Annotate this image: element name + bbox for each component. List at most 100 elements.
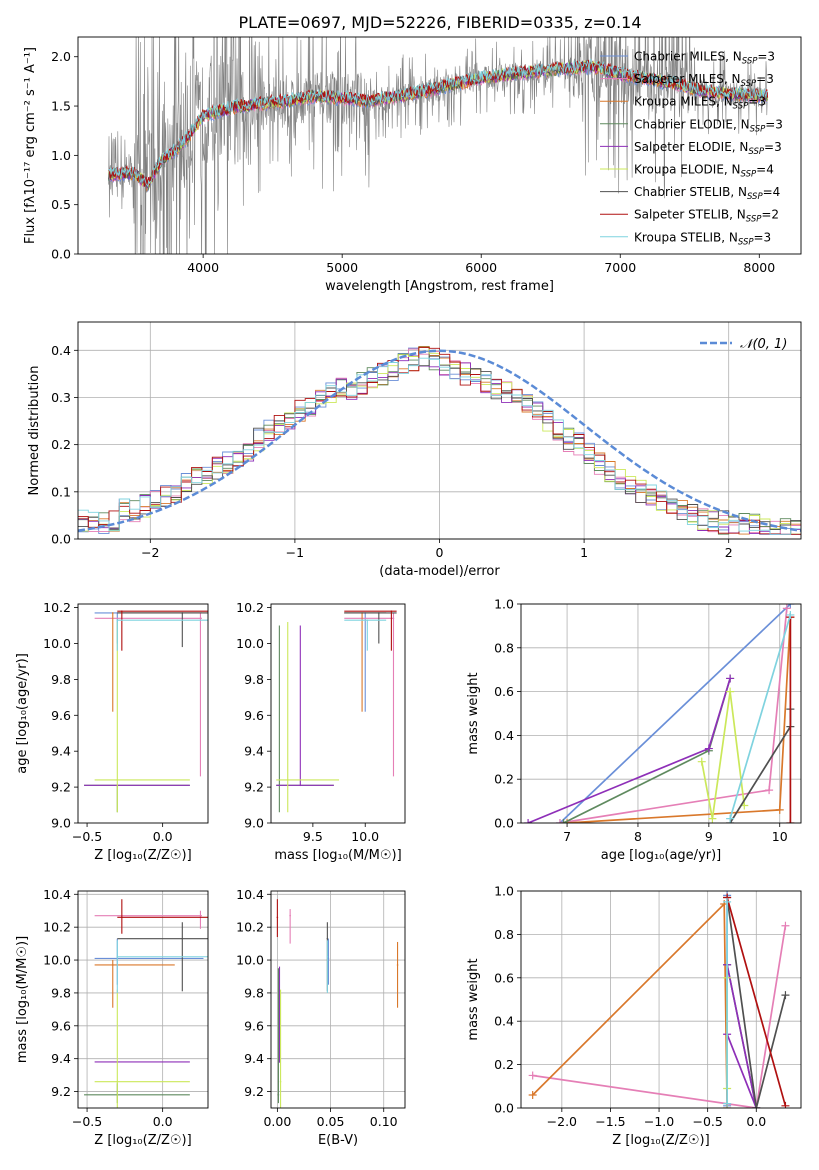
legend-label: Chabrier ELODIE, N — [634, 117, 750, 131]
ebv-vs-mass-ytick-label: 10.4 — [236, 887, 264, 902]
legend-entry: Kroupa MILES, NSSP=3 — [634, 95, 766, 112]
mass-vs-age-xlabel: mass [log₁₀(M/M☉)] — [274, 848, 401, 863]
mass-vs-age-frame — [270, 603, 406, 824]
mass-vs-age-ytick-label: 9.0 — [244, 816, 264, 831]
ebv-vs-mass-xtick-label: 0.10 — [370, 1114, 398, 1129]
histogram-series — [78, 357, 801, 535]
legend-label: Kroupa ELODIE, N — [634, 163, 741, 177]
ebv-vs-mass-ytick-label: 9.2 — [244, 1084, 264, 1099]
legend-subscript: SSP — [738, 237, 754, 247]
z-vs-age-ytick-label: 9.6 — [51, 708, 71, 723]
z-vs-weight-xlabel: Z [log₁₀(Z/Z☉)] — [612, 1133, 709, 1148]
legend-tail: =3 — [757, 50, 775, 64]
z-vs-weight-xtick-label: −1.0 — [644, 1114, 674, 1129]
z-vs-age-panel: −0.5 0.0 9.0 9.2 9.4 9.6 9.8 10.0 10.2 Z [log₁₀(Z… — [15, 600, 209, 863]
legend-label: Kroupa MILES, N — [634, 95, 733, 109]
z-vs-weight-ytick-label: 0.4 — [494, 1014, 514, 1029]
spectrum-ytick-label: 2.0 — [51, 49, 71, 64]
residual-histogram-xlabel: (data-model)/error — [379, 564, 500, 579]
legend-label: Salpeter STELIB, N — [634, 208, 746, 222]
z-vs-mass-ytick-label: 10.4 — [43, 887, 71, 902]
weight-marker — [555, 819, 564, 823]
weight-marker — [786, 610, 795, 619]
legend-tail: =3 — [764, 140, 782, 154]
z-vs-age-ytick-label: 9.8 — [51, 672, 71, 687]
data-point — [199, 914, 202, 917]
data-point — [111, 964, 114, 966]
age-vs-weight-ytick-label: 0.6 — [494, 684, 514, 699]
legend-subscript: SSP — [748, 147, 764, 157]
data-point — [299, 784, 302, 787]
z-vs-mass-ylabel: mass [log₁₀(M/M☉)] — [15, 936, 30, 1063]
weight-marker — [752, 1104, 761, 1108]
weight-marker — [781, 991, 790, 1000]
data-point — [116, 619, 119, 621]
residual-histogram-xtick-label: 2 — [725, 545, 733, 560]
legend-entry: Chabrier ELODIE, NSSP=3 — [634, 117, 783, 134]
z-vs-weight-xtick-label: −0.5 — [692, 1114, 722, 1129]
legend-tail: =3 — [748, 95, 766, 109]
legend-tail: =2 — [761, 208, 779, 222]
gaussian-legend-label: 𝒩(0, 1) — [740, 337, 787, 352]
legend-label: Salpeter MILES, N — [634, 72, 741, 86]
age-vs-weight-ytick-label: 0.0 — [494, 816, 514, 831]
legend-subscript: SSP — [741, 79, 757, 89]
weight-marker — [723, 897, 732, 906]
z-vs-weight-xtick-label: −2.0 — [547, 1114, 577, 1129]
weight-marker — [781, 1101, 790, 1108]
data-point — [327, 957, 330, 960]
residual-histogram-ylabel: Normed distribution — [27, 366, 42, 496]
weight-line — [726, 964, 758, 1108]
z-vs-mass-ytick-label: 9.2 — [51, 1084, 71, 1099]
ebv-vs-mass-ytick-label: 9.6 — [244, 1018, 264, 1033]
legend-entry: Kroupa ELODIE, NSSP=4 — [634, 163, 774, 180]
legend-subscript: SSP — [742, 57, 758, 67]
weight-marker — [528, 1090, 537, 1099]
z-vs-age-xtick-label: −0.5 — [72, 829, 102, 844]
weight-marker — [559, 819, 568, 823]
residual-histogram-xtick-label: 0 — [436, 545, 444, 560]
legend-entry: Salpeter ELODIE, NSSP=3 — [634, 140, 782, 157]
age-vs-weight-ytick-label: 0.4 — [494, 728, 514, 743]
legend-subscript: SSP — [746, 215, 762, 225]
data-point — [181, 612, 184, 614]
z-vs-mass-xlabel: Z [log₁₀(Z/Z☉)] — [94, 1133, 191, 1148]
spectrum-panel: 4000 5000 6000 7000 8000 0.0 0.5 1.0 1.5 2.0 wavel… — [23, 36, 802, 294]
data-point — [396, 964, 399, 966]
weight-marker — [786, 604, 795, 608]
age-vs-weight-xtick-label: 10 — [772, 829, 788, 844]
residual-histogram-xtick-label: 1 — [580, 545, 588, 560]
spectrum-plot-area — [108, 37, 769, 254]
residual-histogram-xtick-label: −1 — [286, 545, 304, 560]
residual-histogram-ytick-label: 0.4 — [51, 343, 71, 358]
weight-marker — [786, 819, 795, 823]
data-point — [121, 610, 123, 612]
legend-subscript: SSP — [750, 124, 766, 134]
mass-vs-age-ytick-label: 9.8 — [244, 672, 264, 687]
z-vs-mass-grid — [78, 891, 208, 1108]
legend-label: Chabrier MILES, N — [634, 50, 742, 64]
age-vs-weight-xlabel: age [log₁₀(age/yr)] — [601, 848, 722, 863]
legend-tail: =4 — [763, 185, 781, 199]
z-vs-mass-ytick-label: 9.4 — [51, 1051, 71, 1066]
age-vs-weight-panel: 7 8 9 10 0.0 0.2 0.4 0.6 0.8 1.0 age [log₁₀(age/yr… — [466, 597, 802, 863]
z-vs-mass-panel: −0.5 0.0 9.2 9.4 9.6 9.8 10.0 10.2 10.4 Z [log₁₀(… — [15, 887, 209, 1148]
legend-entry: Kroupa STELIB, NSSP=3 — [634, 230, 771, 247]
weight-marker — [726, 674, 735, 683]
legend-entry: Salpeter STELIB, NSSP=2 — [634, 208, 779, 225]
mass-vs-age-plot-area — [276, 610, 397, 813]
z-vs-weight-ytick-label: 1.0 — [494, 884, 514, 899]
ebv-vs-mass-ytick-label: 9.4 — [244, 1051, 264, 1066]
residual-histogram-ytick-label: 0.2 — [51, 437, 71, 452]
data-point — [111, 612, 114, 614]
weight-marker — [708, 814, 717, 823]
ebv-vs-mass-xtick-label: 0.05 — [317, 1114, 345, 1129]
weight-marker — [765, 786, 774, 795]
legend-tail: =3 — [754, 230, 772, 244]
spectrum-ytick-label: 0.5 — [51, 197, 71, 212]
data-point — [366, 619, 369, 621]
data-point — [378, 612, 380, 614]
residual-histogram-frame — [77, 321, 802, 540]
age-vs-weight-xtick-label: 7 — [563, 829, 571, 844]
